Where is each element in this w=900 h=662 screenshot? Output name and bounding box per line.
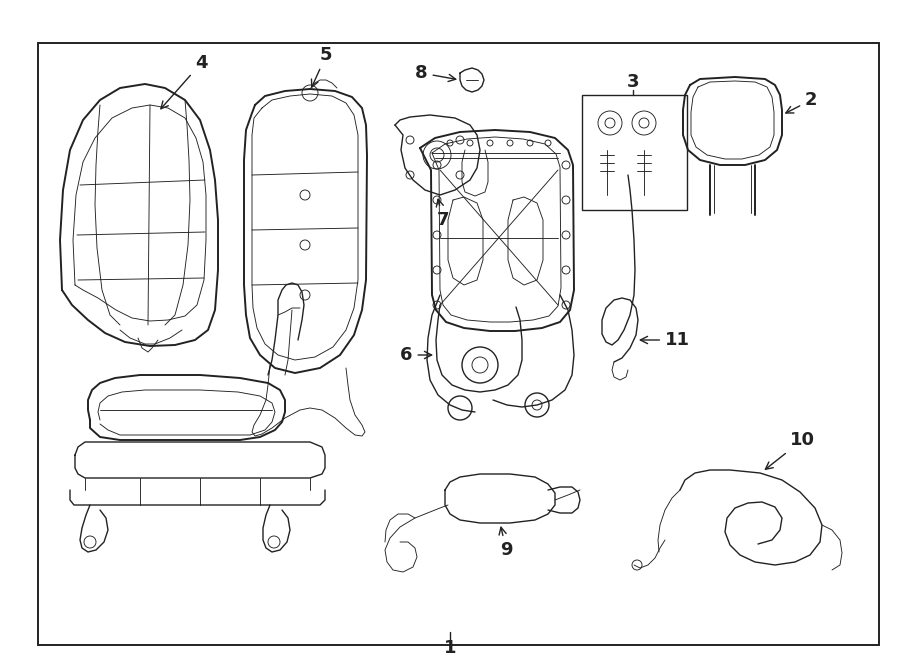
Text: 4: 4 (161, 54, 208, 109)
Text: 10: 10 (765, 431, 815, 469)
Text: 8: 8 (415, 64, 455, 82)
Text: 11: 11 (640, 331, 690, 349)
Text: 5: 5 (311, 46, 332, 87)
Bar (582, 95, 687, 210)
Text: 9: 9 (500, 527, 512, 559)
Text: 1: 1 (444, 639, 456, 657)
Text: 2: 2 (786, 91, 817, 113)
Text: 3: 3 (626, 73, 639, 91)
Text: 6: 6 (400, 346, 432, 364)
Text: 7: 7 (436, 199, 449, 229)
